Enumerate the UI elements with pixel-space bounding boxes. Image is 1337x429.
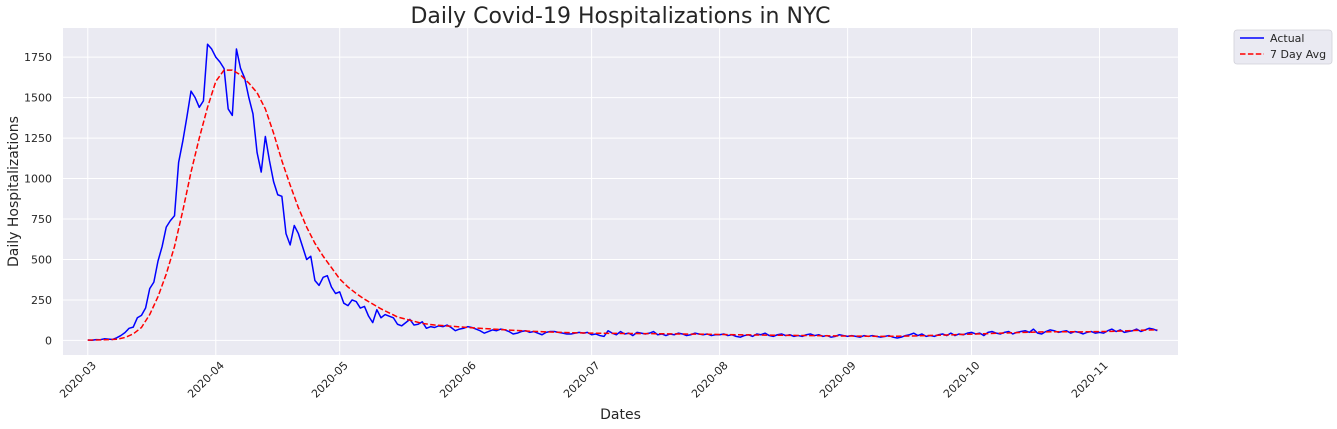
legend-label: Actual: [1270, 32, 1304, 45]
y-tick-label: 1000: [24, 173, 52, 186]
y-tick-label: 1500: [24, 92, 52, 105]
x-tick-label: 2020-07: [561, 359, 603, 401]
legend-label: 7 Day Avg: [1270, 48, 1326, 61]
x-tick-label: 2020-03: [57, 359, 99, 401]
x-tick-label: 2020-05: [309, 359, 351, 401]
x-tick-label: 2020-09: [817, 359, 859, 401]
y-tick-label: 0: [45, 334, 52, 347]
y-tick-label: 1250: [24, 132, 52, 145]
x-tick-label: 2020-06: [437, 359, 479, 401]
x-tick-label: 2020-04: [185, 359, 227, 401]
x-axis-label: Dates: [600, 407, 641, 423]
y-tick-label: 250: [31, 294, 52, 307]
x-tick-labels: 2020-03 2020-04 2020-05 2020-06 2020-07 2020-…: [57, 359, 1110, 401]
y-tick-label: 500: [31, 253, 52, 266]
y-axis-label: Daily Hospitalizations: [6, 116, 22, 267]
plot-background: [63, 28, 1178, 355]
chart-title: Daily Covid-19 Hospitalizations in NYC: [410, 4, 830, 29]
x-tick-label: 2020-10: [941, 359, 983, 401]
legend: Actual 7 Day Avg: [1233, 29, 1333, 65]
grid: [63, 28, 1178, 355]
x-tick-label: 2020-11: [1069, 359, 1111, 401]
y-tick-labels: 0 250 500 750 1000 1250 1500 1750: [24, 51, 52, 347]
y-tick-label: 750: [31, 213, 52, 226]
y-tick-label: 1750: [24, 51, 52, 64]
x-tick-label: 2020-08: [689, 359, 731, 401]
series-layer: [87, 43, 1158, 342]
